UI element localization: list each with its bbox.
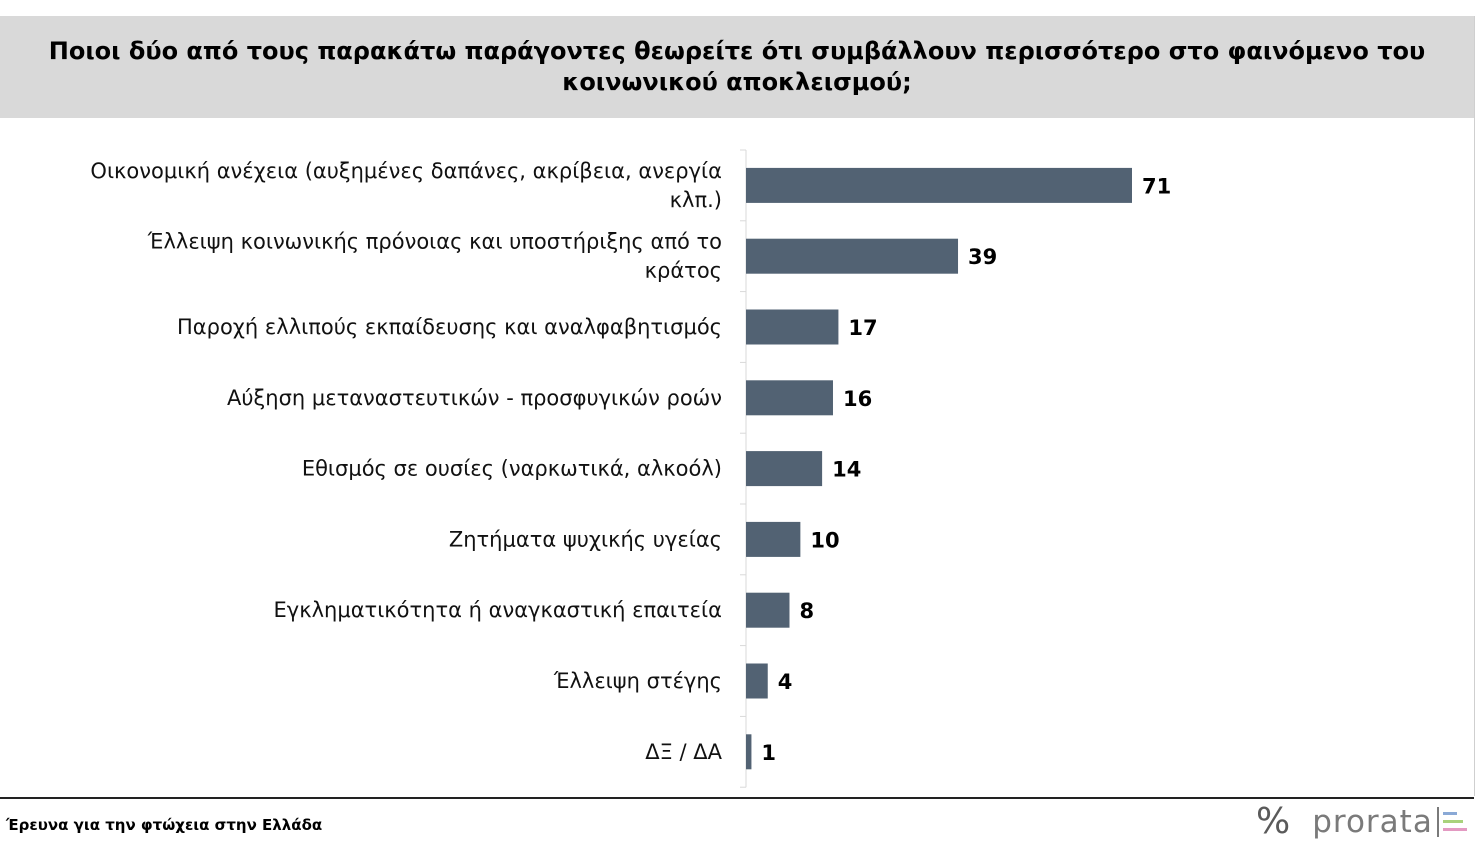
category-label: Έλλειψη στέγης xyxy=(553,669,722,693)
brand-name: prorata xyxy=(1312,804,1433,840)
data-label: 1 xyxy=(761,741,776,765)
bar xyxy=(746,734,752,770)
bar xyxy=(746,592,790,628)
category-label: Αύξηση μεταναστευτικών - προσφυγικών ροώ… xyxy=(227,386,722,410)
data-label: 39 xyxy=(968,245,997,269)
frame-right-edge xyxy=(1474,16,1475,796)
bar xyxy=(746,380,833,416)
category-label: Εγκληματικότητα ή αναγκαστική επαιτεία xyxy=(274,598,722,622)
bar xyxy=(746,451,823,487)
data-label: 10 xyxy=(810,528,839,552)
chart-title: Ποιοι δύο από τους παρακάτω παράγοντες θ… xyxy=(48,37,1426,96)
category-label: Έλλειψη κοινωνικής πρόνοιας και υποστήρι… xyxy=(147,230,722,254)
data-label: 17 xyxy=(848,316,877,340)
data-label: 71 xyxy=(1142,174,1171,198)
data-label: 14 xyxy=(832,458,861,482)
category-label: Εθισμός σε ουσίες (ναρκωτικά, αλκοόλ) xyxy=(302,457,722,481)
bar xyxy=(746,521,801,557)
percent-logo-icon: % xyxy=(1256,801,1291,842)
title-band: Ποιοι δύο από τους παρακάτω παράγοντες θ… xyxy=(0,16,1474,118)
bar xyxy=(746,663,768,699)
category-label: κλπ.) xyxy=(670,188,722,212)
category-label: ΔΞ / ΔΑ xyxy=(645,740,722,764)
brand-lines-icon xyxy=(1436,807,1467,837)
category-label: κράτος xyxy=(645,259,722,283)
data-label: 4 xyxy=(778,670,793,694)
bar xyxy=(746,238,959,274)
data-label: 16 xyxy=(843,387,872,411)
prorata-logo: % prorata xyxy=(1256,802,1467,842)
footer-divider xyxy=(0,797,1474,799)
data-label: 8 xyxy=(799,599,814,623)
category-label: Οικονομική ανέχεια (αυξημένες δαπάνες, α… xyxy=(90,159,722,183)
category-label: Παροχή ελλιπούς εκπαίδευσης και αναλφαβη… xyxy=(177,315,722,339)
bar xyxy=(746,309,839,345)
bar xyxy=(746,167,1132,203)
category-label: Ζητήματα ψυχικής υγείας xyxy=(449,527,722,551)
source-note: Έρευνα για την φτώχεια στην Ελλάδα xyxy=(6,816,323,834)
